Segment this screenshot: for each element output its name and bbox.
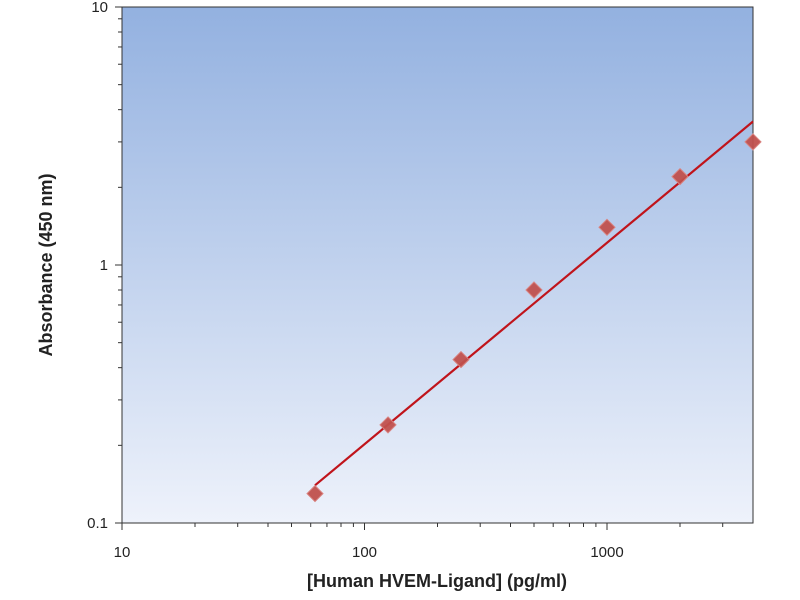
data-points-layer <box>306 133 762 503</box>
x-axis-title: [Human HVEM-Ligand] (pg/ml) <box>307 571 567 591</box>
data-point-marker <box>452 350 470 369</box>
axis-ticks: 10 100 1000 0.1 1 10 <box>87 0 724 561</box>
x-tick-label: 100 <box>352 544 377 561</box>
data-point-marker <box>671 167 689 186</box>
y-tick-label: 10 <box>91 0 108 16</box>
y-tick-label: 0.1 <box>87 515 108 532</box>
x-tick-label: 1000 <box>590 544 623 561</box>
y-tick-label: 1 <box>100 257 108 274</box>
data-point-marker <box>598 218 616 237</box>
plot-area <box>121 6 754 524</box>
y-axis-title: Absorbance (450 nm) <box>36 173 56 356</box>
data-point-marker <box>744 133 762 151</box>
data-point-marker <box>306 484 324 503</box>
data-point-marker <box>525 281 543 299</box>
x-tick-label: 10 <box>114 544 131 561</box>
data-point-marker <box>379 416 397 434</box>
